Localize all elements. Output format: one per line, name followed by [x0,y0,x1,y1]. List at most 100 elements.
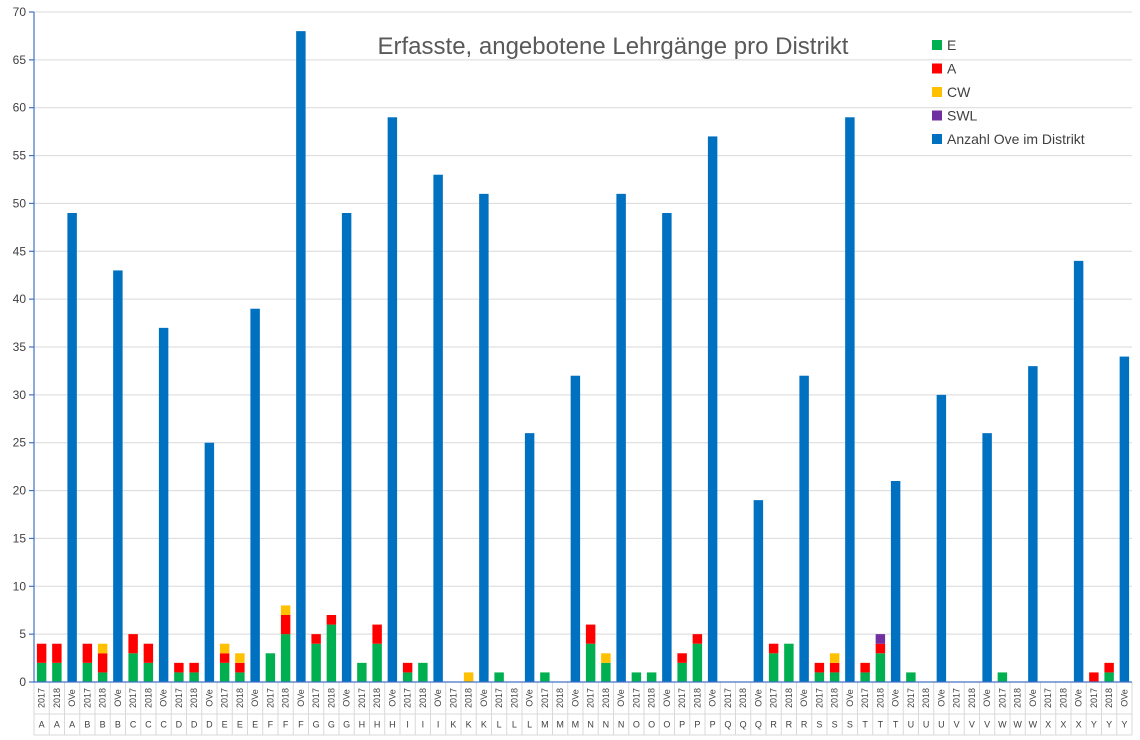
x-category-label: 2017 [814,688,824,708]
bar-e [784,643,794,682]
x-group-label: X [1076,720,1082,730]
x-category-label: 2017 [906,688,916,708]
bar-anzahl-ove-im-distrikt [296,31,306,682]
x-category-label: 2017 [723,688,733,708]
bar-anzahl-ove-im-distrikt [204,442,215,682]
x-group-label: V [969,720,975,730]
bar-anzahl-ove-im-distrikt [341,213,352,682]
bar-a [52,643,62,663]
bar-e [402,672,413,682]
x-group-label: V [984,720,990,730]
x-group-label: I [406,720,409,730]
legend-swatch [932,63,942,74]
bar-e [601,662,611,682]
x-category-label: OVe [845,689,855,707]
x-category-label: 2018 [967,688,977,708]
bar-e [97,672,108,682]
bar-a [174,662,184,673]
x-group-label: W [1029,720,1038,730]
bar-anzahl-ove-im-distrikt [753,500,764,682]
x-category-label: OVe [616,689,626,707]
x-group-label: R [770,720,777,730]
bar-anzahl-ove-im-distrikt [158,327,169,682]
y-tick-label: 50 [13,196,27,210]
bar-e [646,672,657,682]
bar-anzahl-ove-im-distrikt [250,308,260,682]
x-category-label: 2018 [418,688,428,708]
x-group-label: E [222,720,228,730]
x-category-label: 2017 [769,688,779,708]
x-group-label: S [832,720,838,730]
y-tick-label: 0 [19,675,26,689]
legend-swatch [932,87,942,97]
x-category-label: 2017 [311,688,321,708]
bar-anzahl-ove-im-distrikt [707,136,718,682]
x-group-label: I [437,720,440,730]
x-group-label: O [648,720,655,730]
bar-anzahl-ove-im-distrikt [524,433,535,682]
x-group-label: A [39,720,45,730]
x-group-label: V [954,720,960,730]
x-group-label: T [893,720,899,730]
x-group-label: L [512,720,517,730]
bar-e [418,662,428,682]
bar-a [677,653,687,663]
bar-e [860,672,870,682]
x-category-label: 2017 [860,688,870,708]
x-group-label: Y [1091,720,1097,730]
x-category-label: OVe [433,689,443,707]
bar-a [372,624,382,644]
y-tick-label: 30 [13,388,27,402]
x-group-label: C [145,720,152,730]
bar-anzahl-ove-im-distrikt [662,213,672,682]
bar-anzahl-ove-im-distrikt [845,117,855,683]
x-category-label: 2018 [830,688,840,708]
x-group-label: P [679,720,685,730]
x-category-label: 2018 [875,688,885,708]
y-tick-label: 5 [19,627,26,641]
x-category-label: OVe [1074,689,1084,707]
x-category-label: 2018 [509,688,519,708]
y-tick-label: 10 [13,579,27,593]
bar-e [692,643,703,682]
y-tick-label: 40 [13,292,27,306]
y-tick-label: 15 [13,531,27,545]
x-group-label: Q [740,720,747,730]
x-category-label: 2018 [921,688,931,708]
x-group-label: X [1045,720,1051,730]
x-group-label: K [450,720,456,730]
bar-a [1089,672,1099,682]
x-group-label: E [252,720,258,730]
bar-a [143,643,154,663]
x-group-label: T [878,720,884,730]
bar-anzahl-ove-im-distrikt [433,174,443,682]
bar-e [82,662,93,682]
x-category-label: 2017 [631,688,641,708]
x-category-label: 2018 [189,688,199,708]
bar-e [585,643,596,682]
x-group-label: L [497,720,502,730]
x-category-label: 2017 [997,688,1007,708]
x-category-label: 2018 [555,688,565,708]
x-category-label: 2017 [37,688,47,708]
x-category-label: 2017 [174,688,184,708]
y-axis-ticks: 0 5 10 15 20 25 30 35 40 45 50 55 60 65 70 [13,5,27,689]
x-group-label: K [466,720,472,730]
bar-anzahl-ove-im-distrikt [1073,260,1084,682]
legend-label: A [947,61,957,77]
x-group-label: F [268,720,274,730]
bar-a [585,624,596,644]
x-category-label: OVe [982,689,992,707]
x-group-label: U [908,720,915,730]
x-category-label: 2017 [403,688,413,708]
chart-title: Erfasste, angebotene Lehrgänge pro Distr… [378,33,849,60]
x-group-label: A [54,720,60,730]
bar-a [36,643,47,663]
legend-swatch [932,134,942,144]
bar-anzahl-ove-im-distrikt [479,193,489,682]
x-group-label: P [710,720,716,730]
x-group-label: G [313,720,320,730]
x-group-label: H [359,720,366,730]
